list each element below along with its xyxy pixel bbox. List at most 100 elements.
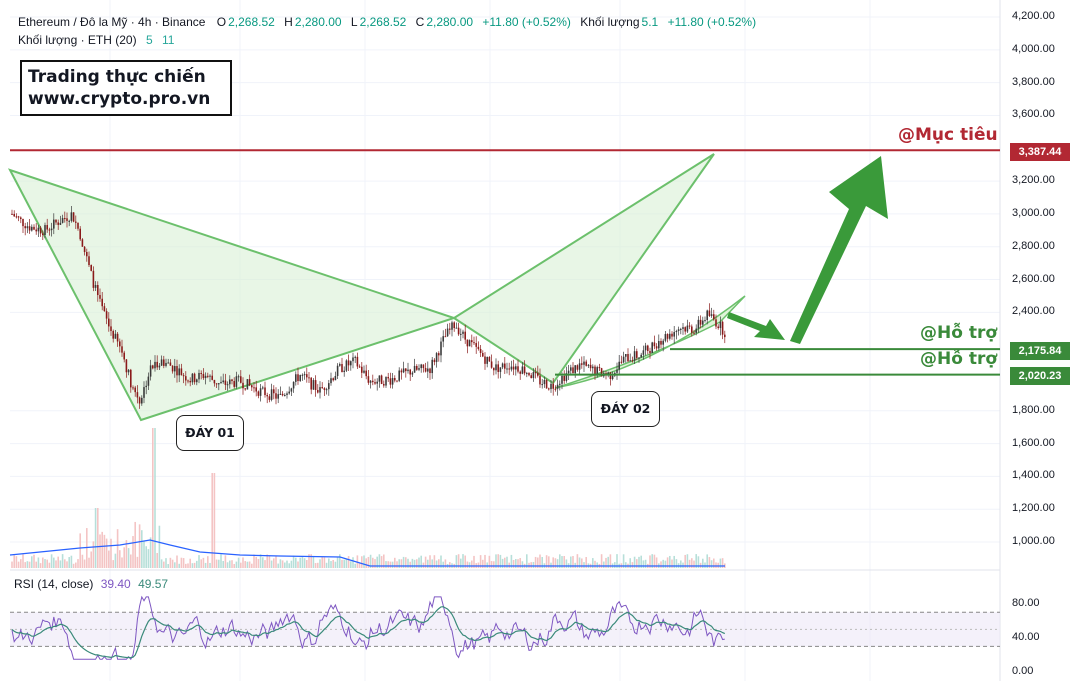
volume-bar [642, 560, 645, 568]
volume-bar [257, 558, 260, 568]
volume-bar [660, 561, 662, 568]
volume-bar [284, 562, 286, 568]
candle-body [521, 366, 524, 374]
volume-bar [275, 555, 277, 568]
candle-body [321, 387, 323, 389]
candle-body [658, 341, 660, 349]
candle-body [691, 326, 693, 333]
volume-bar [633, 556, 636, 568]
volume-bar [149, 537, 152, 568]
pattern-xab-triangle [7, 168, 458, 422]
candle-body [244, 388, 246, 390]
volume-label: Khối lượng [580, 15, 640, 29]
volume-bar [77, 559, 79, 568]
volume-legend[interactable]: Khối lượng · ETH (20) 5 11 [18, 33, 176, 47]
volume-bar [433, 555, 436, 568]
candle-body [222, 380, 224, 383]
volume-bar [675, 559, 678, 568]
candle-body [50, 228, 53, 231]
volume-bar [394, 557, 396, 568]
volume-bar [497, 554, 499, 568]
volume-bar [405, 557, 407, 568]
candle-body [515, 366, 517, 370]
volume-bar [101, 531, 103, 568]
candle-body [702, 320, 704, 325]
candle-body [185, 376, 187, 381]
candle-body [611, 375, 614, 380]
candle-body [224, 380, 227, 385]
price-tick-label: 3,200.00 [1012, 174, 1055, 187]
volume-bar [609, 554, 612, 568]
candle-body [717, 326, 719, 329]
candle-body [398, 370, 400, 381]
candle-body [684, 327, 686, 332]
symbol-title[interactable]: Ethereum / Đô la Mỹ · 4h · Binance [18, 15, 206, 29]
candle-body [257, 391, 260, 396]
candle-body [460, 333, 462, 335]
candle-body [378, 375, 381, 382]
candle-body [178, 368, 180, 376]
candle-body [662, 340, 664, 345]
candle-body [211, 375, 213, 380]
candle-body [251, 385, 253, 388]
volume-bar [193, 562, 196, 568]
candle-body [517, 366, 519, 372]
volume-bar [295, 557, 297, 568]
support-2-label: @Hỗ trợ [920, 349, 998, 369]
candle-body [422, 364, 425, 369]
candle-body [688, 325, 691, 327]
candle-body [671, 333, 673, 337]
volume-bar [108, 550, 110, 568]
candle-body [15, 216, 18, 218]
volume-bar [178, 563, 180, 568]
rsi-title: RSI (14, close) [14, 577, 94, 591]
candle-body [400, 370, 403, 373]
candle-body [581, 363, 583, 365]
support-1-price-tag: 2,175.84 [1010, 342, 1070, 360]
price-tick-label: 1,400.00 [1012, 469, 1055, 482]
candle-body [215, 383, 218, 385]
candle-body [75, 221, 77, 223]
volume-bar [473, 555, 475, 568]
price-tick-label: 3,000.00 [1012, 206, 1055, 219]
candle-body [446, 328, 449, 337]
candle-body [138, 397, 141, 404]
candle-body [72, 212, 75, 222]
rsi-legend[interactable]: RSI (14, close) 39.40 49.57 [14, 577, 168, 591]
volume-bar [11, 561, 13, 568]
volume-bar [292, 555, 295, 568]
candle-body [677, 329, 680, 331]
volume-bar [563, 556, 565, 568]
volume-bar [669, 555, 671, 568]
volume-bar [521, 561, 524, 568]
volume-bar [277, 563, 279, 568]
candle-body [440, 341, 442, 356]
volume-bar [585, 557, 587, 568]
volume-bar [495, 554, 497, 568]
volume-bar [314, 563, 317, 568]
candle-body [583, 361, 585, 365]
volume-bar [44, 559, 46, 568]
candle-body [710, 314, 713, 316]
candle-body [343, 370, 345, 373]
candle-body [697, 319, 700, 329]
volume-indicator-val1: 5 [145, 33, 153, 47]
candle-body [121, 346, 123, 353]
price-tick-label: 2,400.00 [1012, 305, 1055, 318]
volume-bar [537, 557, 539, 568]
candle-body [171, 365, 174, 372]
volume-bar [369, 554, 372, 568]
candle-body [471, 340, 473, 343]
volume-bar [204, 562, 207, 568]
candle-body [486, 356, 488, 364]
candle-body [220, 382, 222, 384]
volume-bar [702, 558, 704, 568]
candle-body [248, 379, 251, 386]
candle-body [94, 285, 97, 288]
candle-body [301, 374, 304, 376]
volume-bar [691, 558, 693, 568]
bottom-02-callout: ĐÁY 02 [591, 391, 660, 427]
volume-bar [717, 562, 719, 568]
volume-bar [631, 562, 634, 568]
